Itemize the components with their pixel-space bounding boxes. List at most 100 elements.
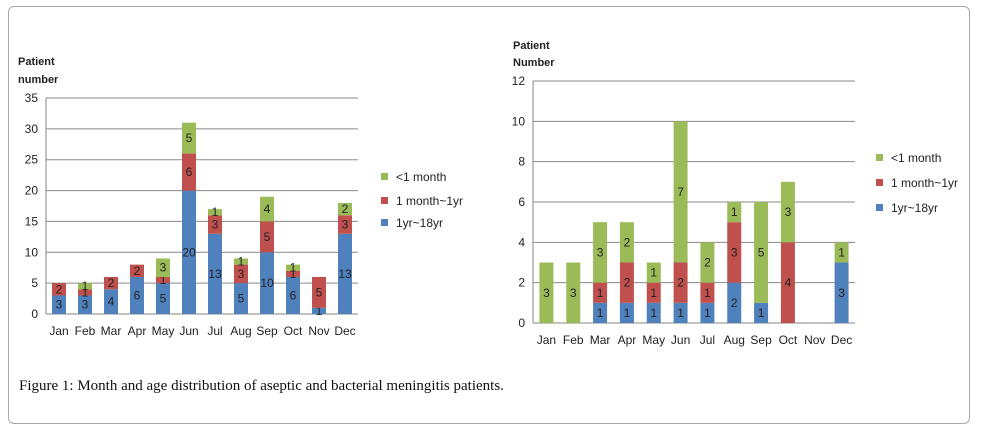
chart1-bar-segment <box>260 196 274 222</box>
chart1-bar-segment <box>312 276 326 308</box>
chart2-bar-segment <box>673 121 688 263</box>
chart2-data-label: 3 <box>785 205 792 219</box>
chart2-xtick-label: Aug <box>724 333 745 347</box>
chart2-data-label: 1 <box>838 245 845 259</box>
chart1-bar-segment <box>104 289 118 314</box>
chart2-data-label: 3 <box>838 286 845 300</box>
chart2-data-label: 1 <box>677 306 684 320</box>
chart1-data-label: 13 <box>208 267 222 281</box>
chart1-bar-segment <box>52 283 66 296</box>
chart1-bar-segment <box>130 276 144 314</box>
chart2-data-label: 1 <box>597 286 604 300</box>
chart1-data-label: 6 <box>290 288 297 302</box>
chart2-bar-segment <box>700 282 715 303</box>
chart1-data-label: 1 <box>212 205 219 219</box>
chart1-legend-swatch <box>381 173 388 180</box>
chart2-data-label: 2 <box>677 276 684 290</box>
chart1-xtick-label: Feb <box>75 324 96 338</box>
caption-text: Month and age distribution of aseptic an… <box>73 378 504 394</box>
chart2-xtick-label: Mar <box>590 333 611 347</box>
chart2-bar-segment <box>593 282 608 303</box>
chart2-bar-segment <box>780 181 795 243</box>
chart2-bar-segment <box>673 302 688 323</box>
chart1-bar-segment <box>286 270 300 277</box>
chart2-data-label: 2 <box>704 256 711 270</box>
chart2-data-label: 2 <box>731 296 738 310</box>
chart2-xtick-label: Oct <box>779 333 798 347</box>
chart2-bar-segment <box>834 242 849 263</box>
chart1-xtick-label: Apr <box>128 324 147 338</box>
chart1-xtick-label: Mar <box>101 324 122 338</box>
chart1-bar-segment <box>182 122 196 154</box>
chart1-ytick-label: 25 <box>25 153 39 167</box>
chart1-xtick-label: Dec <box>334 324 355 338</box>
chart2-legend-swatch <box>876 179 883 186</box>
chart1-bar-segment <box>52 295 66 314</box>
chart2-legend-swatch <box>876 154 883 161</box>
chart1-bar-segment <box>338 233 352 314</box>
chart1-xtick-label: May <box>152 324 175 338</box>
chart2-xtick-label: Dec <box>831 333 852 347</box>
chart2-bar-segment <box>566 262 581 323</box>
chart2-data-label: 1 <box>597 306 604 320</box>
chart1-bar-segment <box>104 276 118 290</box>
chart2-data-label: 3 <box>543 286 550 300</box>
chart1-bar-segment <box>260 252 274 314</box>
chart1-bar-segment <box>312 307 326 314</box>
chart2-bar-segment <box>754 302 769 323</box>
figure-caption: Figure 1: Month and age distribution of … <box>19 378 504 395</box>
chart2-xtick-label: Jan <box>537 333 556 347</box>
chart2-bar-segment <box>727 202 742 223</box>
chart2-xtick-label: May <box>642 333 665 347</box>
chart1-bar-segment <box>338 202 352 216</box>
chart1-bar-segment <box>234 264 248 284</box>
chart2-bar-segment <box>834 262 849 323</box>
chart2-legend-label: <1 month <box>891 151 941 165</box>
chart1-bar-segment <box>208 233 222 314</box>
chart1-data-label: 3 <box>212 218 219 232</box>
chart1-data-label: 1 <box>160 273 167 287</box>
chart2-data-label: 7 <box>677 185 684 199</box>
chart2-xtick-label: Sep <box>750 333 772 347</box>
chart2-bar-segment <box>646 282 661 303</box>
chart1-bar-segment <box>156 276 170 284</box>
chart2-xtick-label: Jun <box>671 333 690 347</box>
chart1-bar-segment <box>130 264 144 277</box>
chart1-ylabel-line2: number <box>18 74 59 86</box>
chart2-ylabel-line2: Number <box>513 57 555 69</box>
chart1-data-label: 6 <box>186 165 193 179</box>
chart2-ytick-label: 6 <box>518 195 525 209</box>
chart1-legend-swatch <box>381 197 388 204</box>
chart1-ytick-label: 5 <box>31 276 38 290</box>
chart1-bar-segment <box>260 221 274 253</box>
chart1-data-label: 5 <box>160 292 167 306</box>
chart1-data-label: 3 <box>342 218 349 232</box>
chart1-bar-segment <box>234 258 248 265</box>
chart1-data-label: 10 <box>260 276 274 290</box>
chart1-bar-segment <box>78 295 92 314</box>
chart1-bar-segment <box>182 153 196 191</box>
chart1-data-label: 3 <box>238 267 245 281</box>
chart1-data-label: 3 <box>56 298 63 312</box>
chart2-data-label: 1 <box>731 205 738 219</box>
chart1-data-label: 2 <box>56 282 63 296</box>
chart1-ytick-label: 15 <box>25 214 39 228</box>
chart1-ytick-label: 30 <box>25 122 39 136</box>
chart1-legend-swatch <box>381 219 388 226</box>
chart1-data-label: 1 <box>290 267 297 281</box>
chart2-xtick-label: Jul <box>700 333 715 347</box>
chart1-ytick-label: 10 <box>25 245 39 259</box>
chart2-ytick-label: 2 <box>518 276 525 290</box>
chart1-data-label: 13 <box>338 267 352 281</box>
chart2-ylabel-line1: Patient <box>513 40 550 52</box>
chart2-data-label: 1 <box>704 306 711 320</box>
figure-frame <box>8 6 970 424</box>
chart2-bar-segment <box>727 282 742 323</box>
chart2-ytick-label: 8 <box>518 155 525 169</box>
chart2-legend-swatch <box>876 204 883 211</box>
chart1-data-label: 1 <box>290 261 297 275</box>
chart2-bar-segment <box>593 302 608 323</box>
chart2-ytick-label: 12 <box>512 74 526 88</box>
chart2-xtick-label: Apr <box>618 333 637 347</box>
